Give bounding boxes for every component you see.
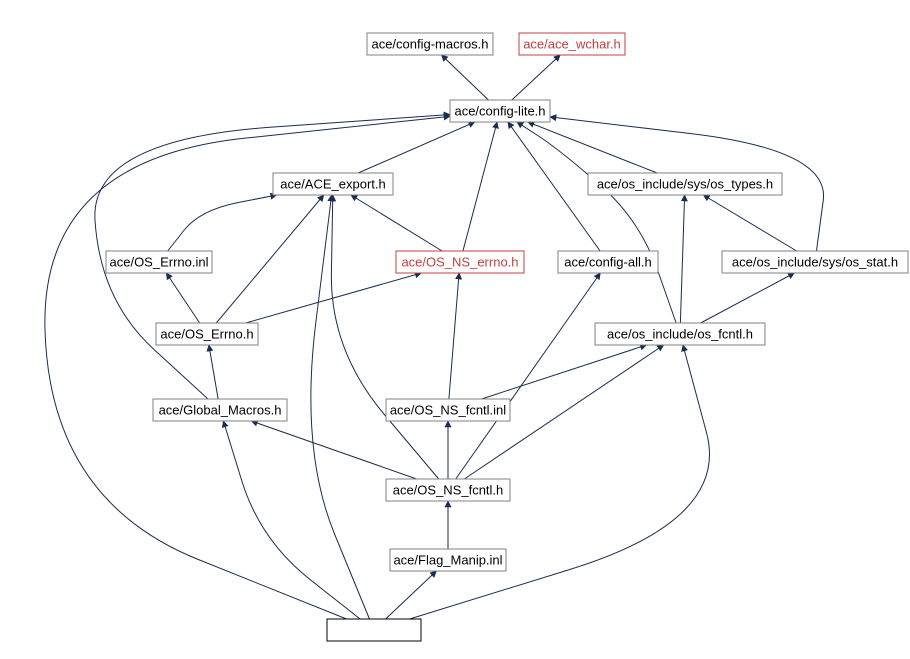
edge-os_fcntl_inc-to-config_lite — [517, 122, 676, 323]
node-label: ace/OS_Errno.h — [160, 326, 253, 341]
edge-os_types-to-config_lite — [528, 122, 657, 173]
node-label: ace/OS_NS_fcntl.h — [393, 482, 504, 497]
edge-config_lite-to-config_macros — [441, 55, 488, 100]
edge-os_ns_errno-to-config_lite — [463, 122, 497, 251]
node-os_errno[interactable]: ace/OS_Errno.h — [156, 323, 258, 345]
edge-os_fcntl_inc-to-os_types — [680, 195, 684, 323]
node-flag_manip[interactable]: Flag_Manip.h — [327, 619, 421, 641]
edge-flag_manip-to-ace_export — [311, 195, 370, 619]
edge-os_errno-to-os_ns_errno — [246, 273, 422, 323]
node-config_all[interactable]: ace/config-all.h — [558, 251, 658, 273]
node-label: ace/Flag_Manip.inl — [393, 552, 502, 567]
node-label: ace/os_include/sys/os_types.h — [597, 176, 773, 191]
node-label: ace/config-lite.h — [454, 103, 545, 118]
node-label: ace/Global_Macros.h — [159, 402, 282, 417]
node-os_errno_inl[interactable]: ace/OS_Errno.inl — [106, 251, 212, 273]
node-label: Flag_Manip.h — [332, 622, 415, 637]
edge-os_errno-to-os_errno_inl — [166, 273, 199, 323]
edge-ns_fcntl-to-global_macros — [251, 421, 416, 479]
node-ace_export[interactable]: ace/ACE_export.h — [273, 173, 393, 195]
node-os_types[interactable]: ace/os_include/sys/os_types.h — [588, 173, 782, 195]
node-ns_fcntl_inl[interactable]: ace/OS_NS_fcntl.inl — [386, 399, 510, 421]
edge-os_fcntl_inc-to-os_stat — [701, 273, 795, 323]
node-os_stat[interactable]: ace/os_include/sys/os_stat.h — [722, 251, 908, 273]
edge-ns_fcntl_inl-to-os_ns_errno — [449, 273, 459, 399]
edge-ace_export-to-config_lite — [358, 122, 475, 173]
edge-config_all-to-config_lite — [508, 122, 600, 251]
edge-os_errno-to-ace_export — [216, 195, 324, 323]
node-label: ace/ace_wchar.h — [523, 36, 621, 51]
node-ace_wchar[interactable]: ace/ace_wchar.h — [519, 33, 625, 55]
node-global_macros[interactable]: ace/Global_Macros.h — [153, 399, 287, 421]
edge-ns_fcntl_inl-to-os_fcntl_inc — [482, 345, 647, 399]
edge-flag_manip-to-global_macros — [223, 421, 360, 619]
node-label: ace/OS_Errno.inl — [110, 254, 209, 269]
node-label: ace/ACE_export.h — [280, 176, 386, 191]
node-label: ace/OS_NS_fcntl.inl — [390, 402, 506, 417]
node-label: ace/os_include/sys/os_stat.h — [732, 254, 898, 269]
edge-os_errno_inl-to-ace_export — [168, 195, 277, 251]
node-config_macros[interactable]: ace/config-macros.h — [367, 33, 493, 55]
node-label: ace/OS_NS_errno.h — [401, 254, 518, 269]
node-label: ace/os_include/os_fcntl.h — [607, 326, 753, 341]
edge-os_stat-to-os_types — [703, 195, 796, 251]
edge-global_macros-to-os_errno — [209, 345, 218, 399]
node-ns_fcntl[interactable]: ace/OS_NS_fcntl.h — [386, 479, 510, 501]
edge-os_ns_errno-to-ace_export — [351, 195, 442, 251]
edge-config_lite-to-ace_wchar — [512, 55, 560, 100]
node-os_fcntl_inc[interactable]: ace/os_include/os_fcntl.h — [595, 323, 765, 345]
node-flag_manip_inl[interactable]: ace/Flag_Manip.inl — [390, 549, 506, 571]
edge-flag_manip-to-flag_manip_inl — [386, 571, 437, 619]
edge-ns_fcntl-to-config_all — [456, 273, 601, 479]
node-os_ns_errno[interactable]: ace/OS_NS_errno.h — [396, 251, 524, 273]
dependency-graph: ace/config-macros.h ace/ace_wchar.h ace/co… — [0, 0, 910, 659]
node-config_lite[interactable]: ace/config-lite.h — [450, 100, 550, 122]
edge-ns_fcntl-to-ace_export — [331, 195, 438, 479]
node-label: ace/config-macros.h — [371, 36, 488, 51]
node-label: ace/config-all.h — [564, 254, 651, 269]
